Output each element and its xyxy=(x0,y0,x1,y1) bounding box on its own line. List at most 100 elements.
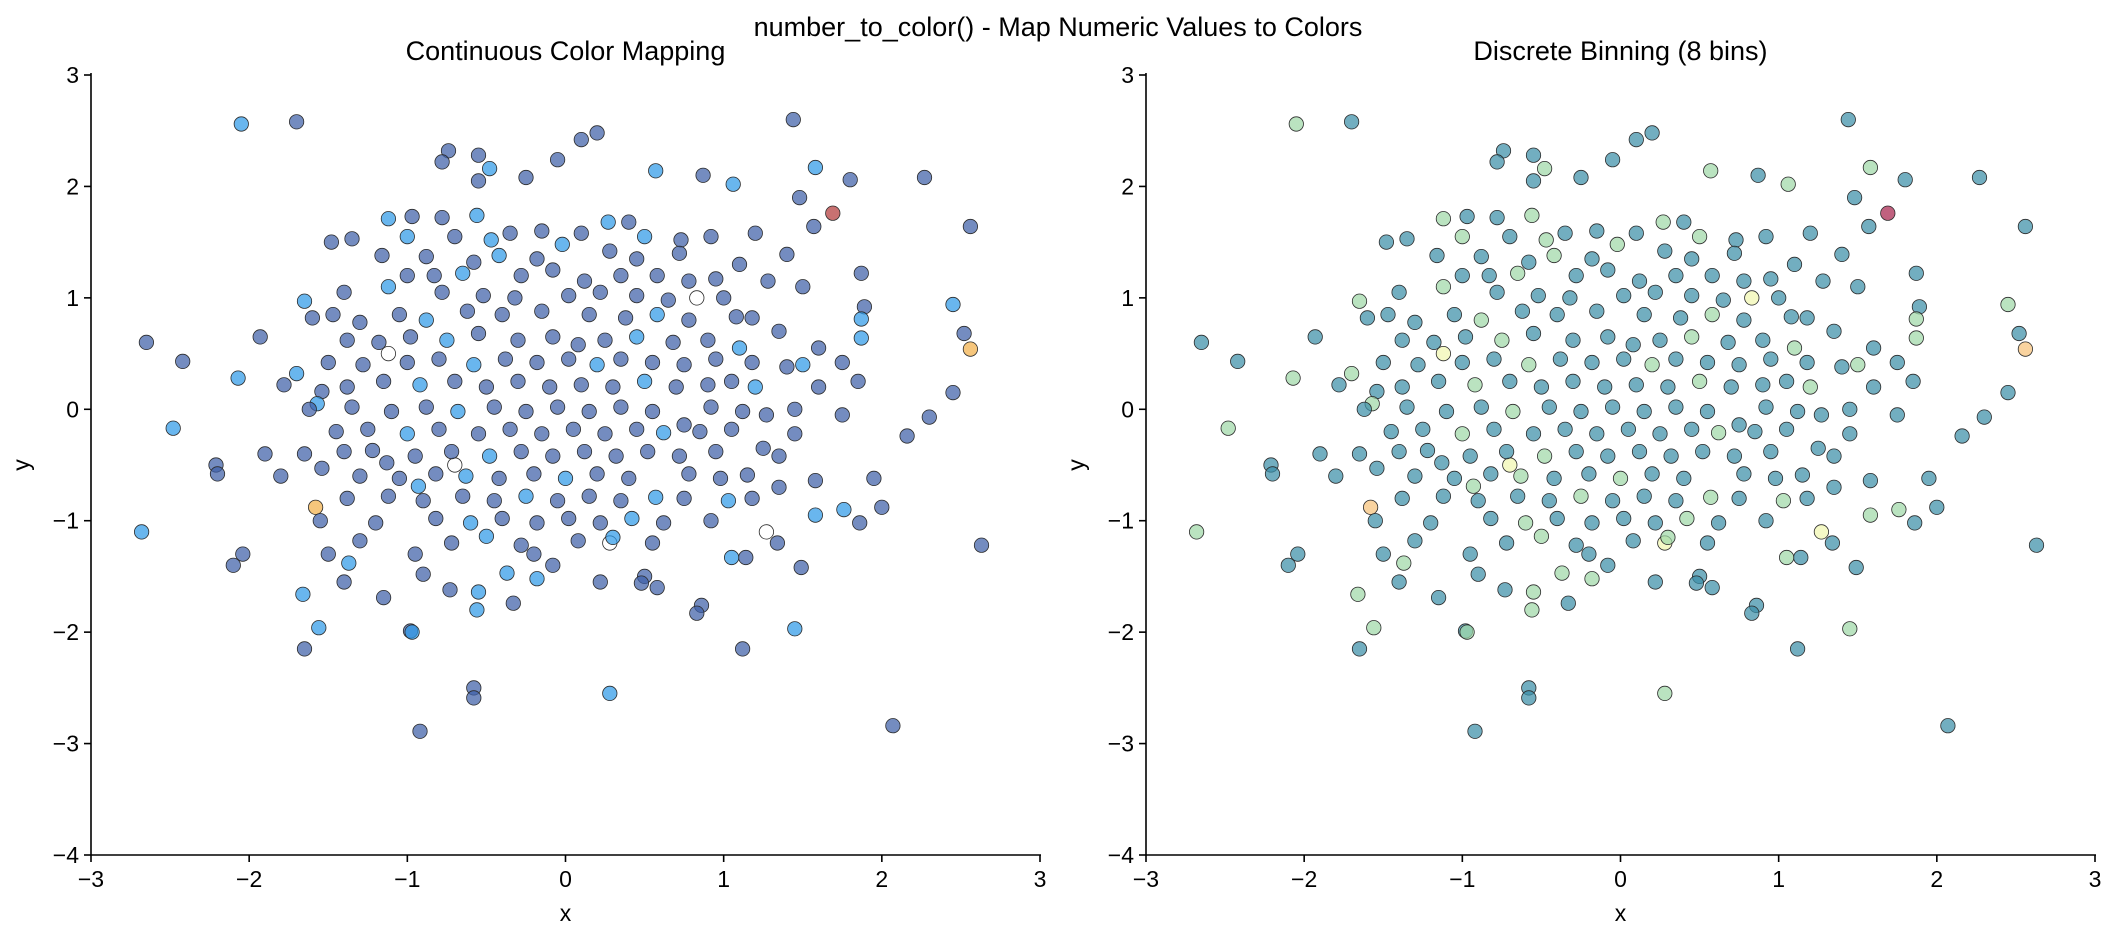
discrete-point xyxy=(1889,407,1905,423)
continuous-point xyxy=(314,460,330,476)
discrete-point xyxy=(1711,425,1727,441)
discrete-point xyxy=(1620,421,1637,437)
continuous-point xyxy=(605,529,621,546)
discrete-point xyxy=(1562,290,1578,306)
discrete-point xyxy=(1704,306,1720,323)
discrete-point xyxy=(1779,373,1795,389)
continuous-point xyxy=(339,379,355,395)
discrete-point xyxy=(1897,172,1913,188)
discrete-point xyxy=(1684,421,1700,437)
continuous-y-tick-label: 3 xyxy=(66,62,79,88)
discrete-point xyxy=(1568,443,1584,460)
discrete-point xyxy=(1744,605,1760,621)
continuous-point xyxy=(134,524,150,540)
discrete-point xyxy=(1396,555,1412,571)
discrete-point xyxy=(1483,466,1499,482)
discrete-point xyxy=(1351,641,1368,657)
continuous-x-tick-label: −3 xyxy=(78,866,104,892)
continuous-point xyxy=(407,546,423,562)
continuous-point xyxy=(478,528,494,544)
discrete-point xyxy=(1736,312,1752,328)
continuous-point xyxy=(510,332,526,348)
continuous-point xyxy=(648,489,664,505)
discrete-point xyxy=(1907,515,1923,531)
discrete-point xyxy=(1415,421,1431,437)
continuous-point xyxy=(545,262,561,278)
discrete-point xyxy=(1755,377,1771,393)
continuous-point xyxy=(518,169,534,186)
continuous-point xyxy=(629,251,645,267)
discrete-x-tick-label: −2 xyxy=(1291,866,1317,892)
discrete-point xyxy=(1625,533,1641,549)
continuous-point xyxy=(304,310,320,326)
continuous-point xyxy=(621,214,637,230)
discrete-point xyxy=(2000,384,2016,401)
discrete-point xyxy=(1264,466,1281,482)
discrete-point xyxy=(1771,290,1787,306)
continuous-point xyxy=(534,426,550,442)
discrete-point xyxy=(1660,379,1676,395)
continuous-point xyxy=(336,443,352,460)
discrete-point xyxy=(1568,537,1584,553)
continuous-point xyxy=(570,533,586,549)
discrete-point xyxy=(1407,314,1423,330)
continuous-point xyxy=(276,377,292,393)
discrete-point xyxy=(1489,154,1505,170)
continuous-point xyxy=(526,546,542,562)
discrete-point xyxy=(1573,169,1589,186)
continuous-point xyxy=(597,332,613,348)
discrete-point xyxy=(1905,373,1921,389)
discrete-point xyxy=(1454,267,1470,284)
continuous-point xyxy=(600,214,616,230)
discrete-point xyxy=(1367,513,1383,529)
continuous-point xyxy=(518,403,534,420)
discrete-point xyxy=(1880,205,1896,221)
discrete-point xyxy=(1786,256,1803,272)
continuous-point xyxy=(235,546,251,562)
discrete-point xyxy=(1657,243,1673,259)
discrete-point xyxy=(1454,229,1470,245)
continuous-point xyxy=(703,513,719,529)
discrete-point xyxy=(1499,535,1515,551)
continuous-point xyxy=(916,169,933,186)
discrete-point xyxy=(1826,479,1842,495)
continuous-point xyxy=(542,379,558,395)
continuous-point xyxy=(806,218,822,235)
discrete-point xyxy=(1862,507,1879,523)
continuous-point xyxy=(418,249,434,265)
continuous-point xyxy=(481,161,498,177)
discrete-point xyxy=(1813,407,1830,423)
discrete-point xyxy=(1470,493,1486,509)
continuous-point xyxy=(716,290,732,306)
discrete-point xyxy=(1375,546,1391,562)
discrete-point xyxy=(1454,354,1470,371)
discrete-point xyxy=(1861,218,1877,235)
discrete-point xyxy=(1554,565,1570,581)
discrete-point xyxy=(1783,309,1799,325)
continuous-point xyxy=(447,373,463,389)
continuous-point xyxy=(412,377,428,393)
continuous-point xyxy=(734,403,751,420)
discrete-point xyxy=(1842,621,1858,637)
continuous-point xyxy=(744,310,760,326)
continuous-point xyxy=(700,377,716,393)
continuous-point xyxy=(842,172,858,188)
discrete-point xyxy=(1799,310,1815,326)
discrete-point xyxy=(1446,470,1463,486)
discrete-point xyxy=(2011,325,2027,342)
continuous-point xyxy=(339,332,355,348)
continuous-point xyxy=(505,595,521,611)
continuous-point xyxy=(945,296,961,313)
discrete-point xyxy=(1842,401,1858,417)
continuous-point xyxy=(545,329,561,345)
continuous-point xyxy=(374,247,390,264)
continuous-point xyxy=(807,159,824,176)
discrete-point xyxy=(1584,515,1600,531)
discrete-point xyxy=(1589,426,1605,442)
discrete-point xyxy=(1557,225,1573,241)
discrete-point xyxy=(1351,446,1368,462)
continuous-point xyxy=(470,325,487,342)
continuous-point xyxy=(230,370,246,386)
continuous-point xyxy=(513,537,529,553)
continuous-point xyxy=(850,373,866,389)
